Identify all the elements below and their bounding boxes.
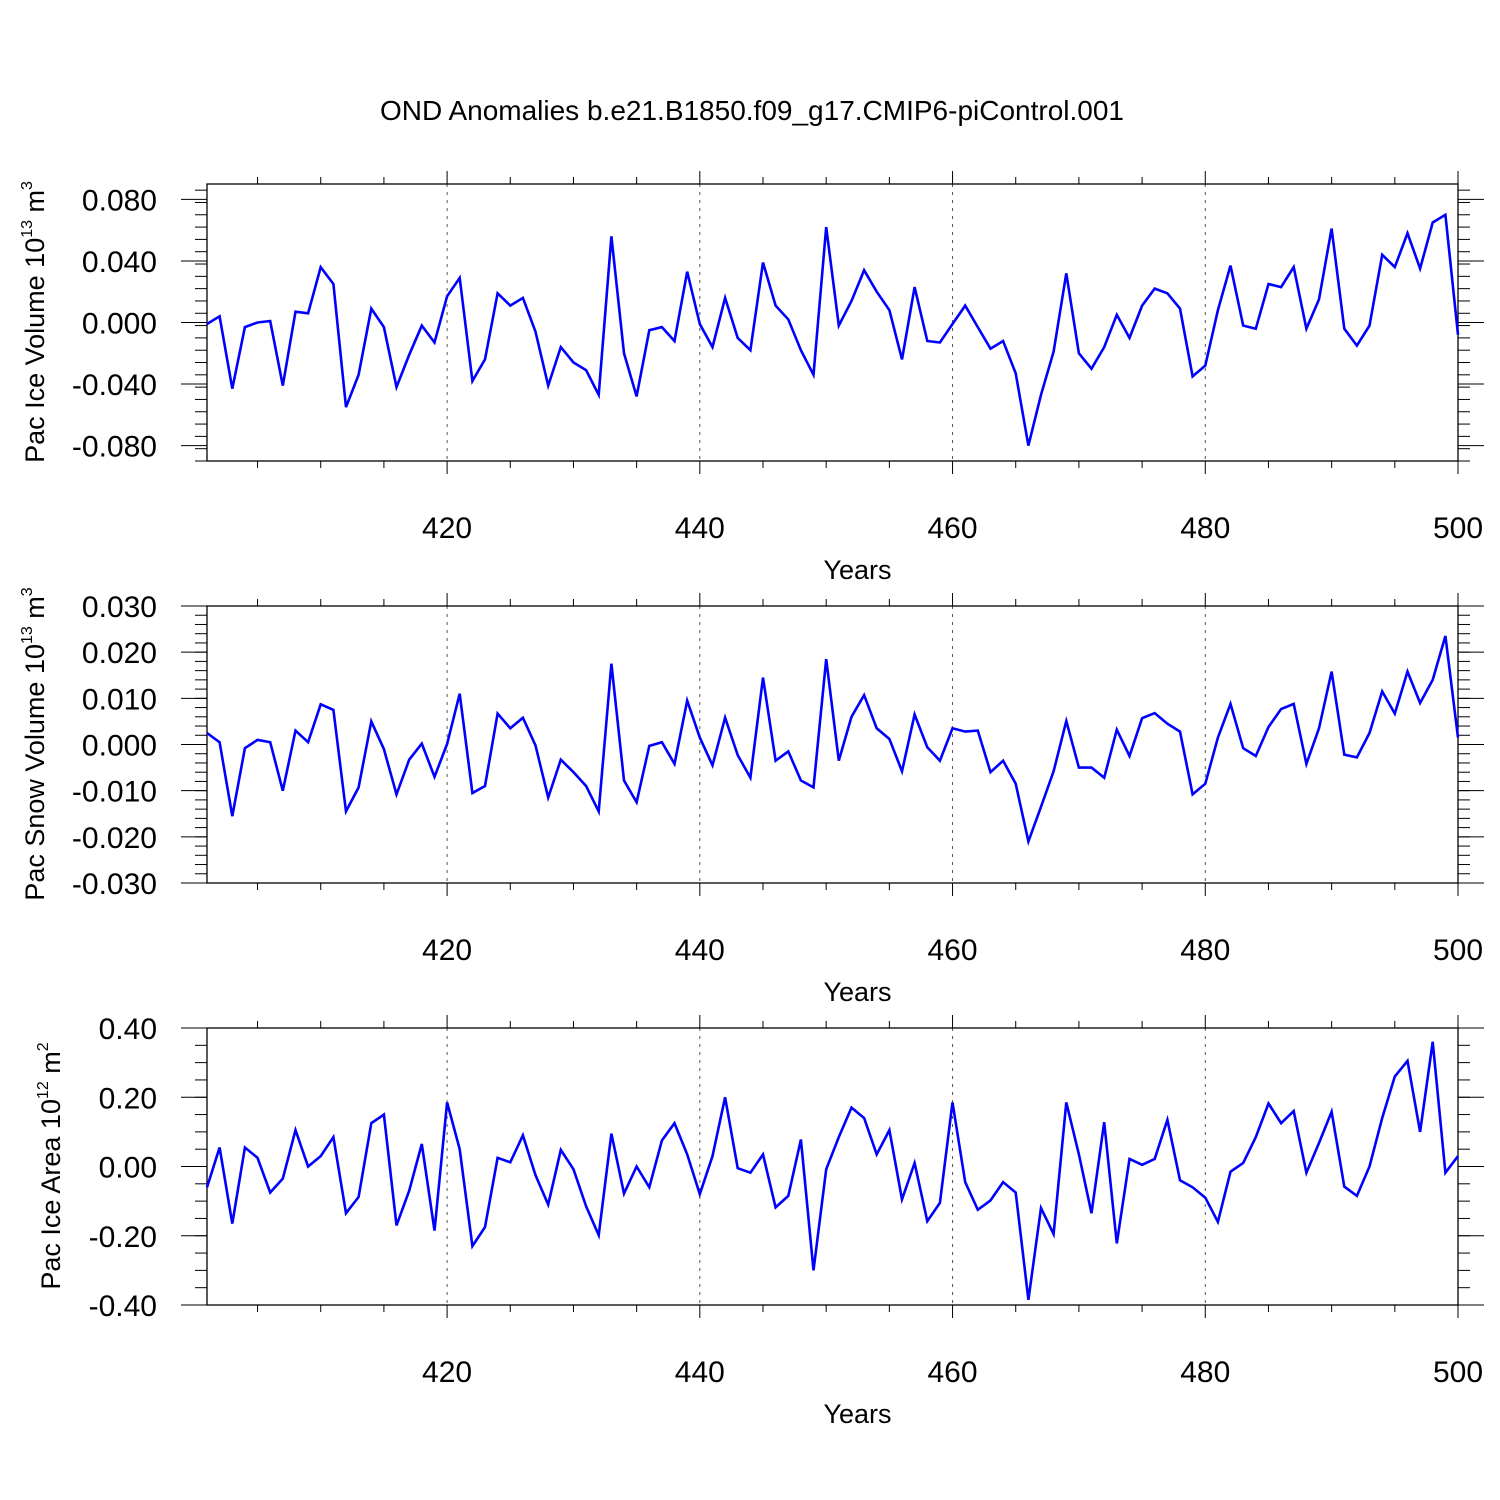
x-tick-label: 440 — [675, 1356, 725, 1389]
panel-3: -0.40 -0.20 0.00 0.20 0.40 420 440 460 480 500 Yea… — [35, 1013, 1484, 1429]
y-axis-title: Pac Ice Area 1012 m2 — [35, 1042, 66, 1289]
y-tick-label: -0.20 — [89, 1221, 157, 1254]
y-tick-label: -0.030 — [72, 868, 157, 901]
y-axis-title: Pac Ice Volume 1013 m3 — [19, 181, 50, 463]
y-tick-label: 0.040 — [82, 246, 157, 279]
y-tick-label: 0.20 — [99, 1082, 157, 1115]
y-axis-title: Pac Snow Volume 1013 m3 — [19, 587, 50, 900]
y-tick-label: -0.020 — [72, 822, 157, 855]
y-tick-label: 0.000 — [82, 730, 157, 763]
y-tick-label: 0.030 — [82, 591, 157, 624]
y-tick-label: 0.020 — [82, 637, 157, 670]
x-tick-label: 480 — [1180, 1356, 1230, 1389]
figure-title: OND Anomalies b.e21.B1850.f09_g17.CMIP6-… — [380, 95, 1124, 126]
x-axis-title: Years — [823, 555, 891, 585]
y-tick-label: -0.010 — [72, 776, 157, 809]
x-tick-label: 500 — [1433, 1356, 1483, 1389]
series-line — [206, 635, 1460, 847]
series-line — [206, 212, 1460, 446]
y-tick-label: 0.00 — [99, 1152, 157, 1185]
x-axis-title: Years — [823, 977, 891, 1007]
y-tick-label: -0.080 — [72, 431, 157, 464]
x-tick-label: 460 — [928, 512, 978, 545]
x-axis-title: Years — [823, 1399, 891, 1429]
plot-frame — [206, 183, 1459, 462]
y-tick-label: 0.010 — [82, 683, 157, 716]
x-tick-label: 460 — [928, 1356, 978, 1389]
x-tick-label: 500 — [1433, 934, 1483, 967]
x-tick-label: 460 — [928, 934, 978, 967]
panels: -0.080 -0.040 0.000 0.040 0.080 420 440 460 480 5… — [19, 171, 1484, 1429]
y-tick-label: -0.040 — [72, 369, 157, 402]
x-tick-label: 480 — [1180, 512, 1230, 545]
x-tick-label: 420 — [422, 512, 472, 545]
x-tick-label: 440 — [675, 512, 725, 545]
plot-frame — [206, 605, 1459, 884]
panel-2: -0.030 -0.020 -0.010 0.000 0.010 0.020 0.030 42… — [19, 587, 1484, 1007]
y-tick-label: 0.40 — [99, 1013, 157, 1046]
series-line — [205, 1041, 1460, 1300]
x-tick-label: 420 — [422, 1356, 472, 1389]
y-tick-label: 0.000 — [82, 308, 157, 341]
x-tick-label: 420 — [422, 934, 472, 967]
plot-frame — [206, 1027, 1459, 1306]
x-tick-label: 500 — [1433, 512, 1483, 545]
y-tick-label: 0.080 — [82, 184, 157, 217]
y-tick-label: -0.40 — [89, 1290, 157, 1323]
x-tick-label: 440 — [675, 934, 725, 967]
panel-1: -0.080 -0.040 0.000 0.040 0.080 420 440 460 480 5… — [19, 171, 1484, 585]
x-tick-label: 480 — [1180, 934, 1230, 967]
